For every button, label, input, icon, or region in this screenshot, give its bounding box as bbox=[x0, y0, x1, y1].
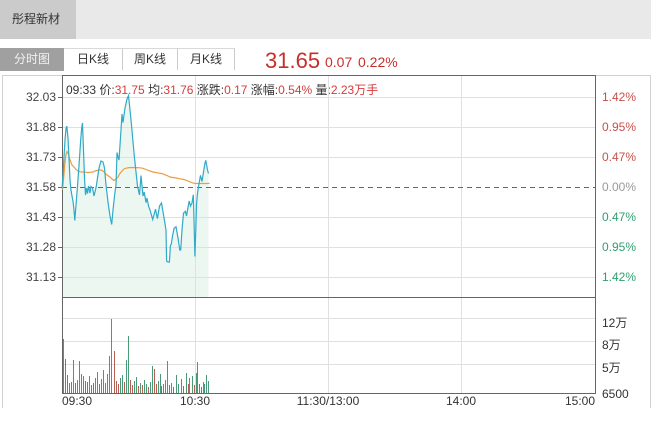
svg-text:31.88: 31.88 bbox=[26, 120, 56, 134]
svg-text:14:00: 14:00 bbox=[446, 394, 476, 408]
svg-text:31.43: 31.43 bbox=[26, 210, 56, 224]
svg-text:5万: 5万 bbox=[602, 361, 621, 375]
svg-text:10:30: 10:30 bbox=[180, 394, 210, 408]
svg-text:31.28: 31.28 bbox=[26, 240, 56, 254]
svg-text:0.95%: 0.95% bbox=[602, 120, 636, 134]
svg-text:31.58: 31.58 bbox=[26, 180, 56, 194]
svg-text:31.73: 31.73 bbox=[26, 150, 56, 164]
svg-text:12万: 12万 bbox=[602, 316, 627, 330]
svg-text:09:30: 09:30 bbox=[62, 394, 92, 408]
svg-text:32.03: 32.03 bbox=[26, 90, 56, 104]
svg-text:1.42%: 1.42% bbox=[602, 90, 636, 104]
svg-text:15:00: 15:00 bbox=[565, 394, 595, 408]
svg-text:0.47%: 0.47% bbox=[602, 210, 636, 224]
svg-text:11:30/13:00: 11:30/13:00 bbox=[297, 394, 360, 408]
svg-text:0.00%: 0.00% bbox=[602, 180, 636, 194]
svg-text:31.13: 31.13 bbox=[26, 270, 56, 284]
svg-text:0.95%: 0.95% bbox=[602, 240, 636, 254]
svg-text:1.42%: 1.42% bbox=[602, 270, 636, 284]
svg-text:6500: 6500 bbox=[602, 387, 629, 401]
svg-text:0.47%: 0.47% bbox=[602, 150, 636, 164]
svg-text:8万: 8万 bbox=[602, 338, 621, 352]
